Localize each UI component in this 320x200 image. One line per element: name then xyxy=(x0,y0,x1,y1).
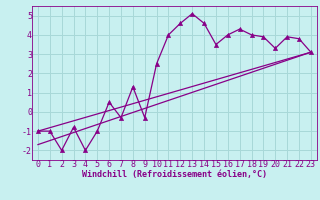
X-axis label: Windchill (Refroidissement éolien,°C): Windchill (Refroidissement éolien,°C) xyxy=(82,170,267,179)
